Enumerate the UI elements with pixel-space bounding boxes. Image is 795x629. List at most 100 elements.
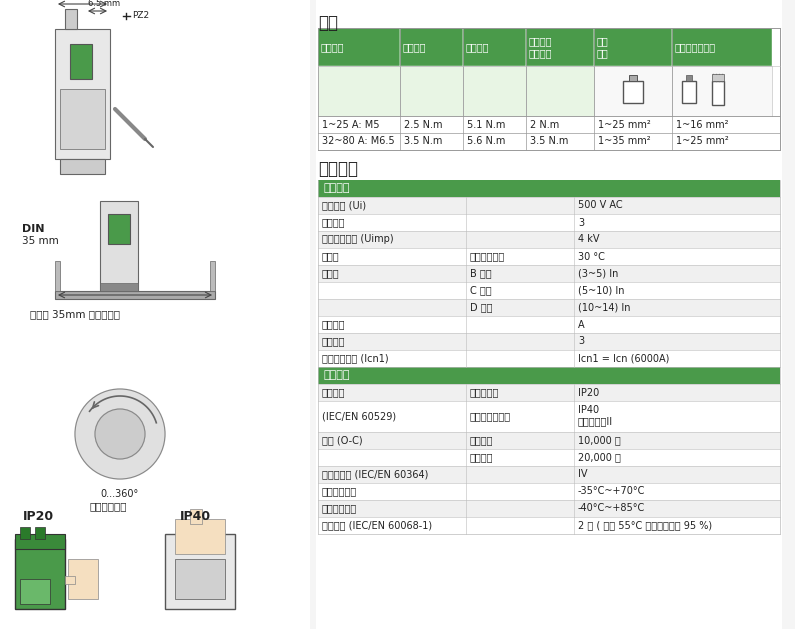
- Bar: [318, 248, 780, 265]
- Text: 寿命 (O-C): 寿命 (O-C): [322, 435, 363, 445]
- Bar: [60, 89, 105, 149]
- Text: 1~25 mm²: 1~25 mm²: [676, 136, 729, 147]
- Bar: [318, 465, 780, 482]
- Text: 电气寿命: 电气寿命: [470, 435, 494, 445]
- Text: 4 kV: 4 kV: [578, 235, 599, 245]
- Bar: [15, 539, 65, 609]
- Bar: [526, 66, 594, 116]
- Text: 安装方向灵活: 安装方向灵活: [90, 501, 127, 511]
- Bar: [594, 66, 672, 116]
- Text: 国家标准: 国家标准: [529, 36, 553, 46]
- Text: 磁脱厣: 磁脱厣: [322, 269, 339, 279]
- Text: 使用环境温度: 使用环境温度: [322, 486, 357, 496]
- Bar: [318, 401, 780, 431]
- Bar: [318, 384, 780, 401]
- Text: IP20: IP20: [22, 509, 53, 523]
- Text: 35 mm: 35 mm: [22, 236, 59, 246]
- Bar: [318, 265, 780, 282]
- Text: 2.5 N.m: 2.5 N.m: [404, 120, 443, 130]
- Text: 20,000 次: 20,000 次: [578, 452, 621, 462]
- Bar: [68, 559, 98, 599]
- Text: 使用类别: 使用类别: [322, 320, 346, 330]
- Bar: [20, 527, 30, 539]
- Bar: [55, 291, 215, 299]
- Bar: [463, 133, 526, 150]
- Text: 5.6 N.m: 5.6 N.m: [467, 136, 506, 147]
- Bar: [712, 74, 724, 81]
- Text: PZ2: PZ2: [132, 11, 149, 21]
- Bar: [400, 116, 463, 133]
- Text: 3: 3: [578, 337, 584, 347]
- Text: 抗湿热性 (IEC/EN 60068-1): 抗湿热性 (IEC/EN 60068-1): [322, 520, 432, 530]
- Text: 主要特性: 主要特性: [323, 184, 350, 194]
- Text: 32~80 A: M6.5: 32~80 A: M6.5: [322, 136, 394, 147]
- Bar: [400, 28, 463, 66]
- Text: IP40: IP40: [180, 509, 211, 523]
- Bar: [318, 316, 780, 333]
- Text: 3.5 N.m: 3.5 N.m: [404, 136, 442, 147]
- Text: 铜线: 铜线: [597, 36, 609, 46]
- Text: 其它参数: 其它参数: [323, 370, 350, 381]
- Text: IV: IV: [578, 469, 588, 479]
- Text: 500 V AC: 500 V AC: [578, 201, 622, 211]
- Bar: [35, 527, 45, 539]
- Text: 热脱厣: 热脱厣: [322, 252, 339, 262]
- Text: 接线: 接线: [318, 14, 338, 32]
- Text: 储存环境温度: 储存环境温度: [322, 503, 357, 513]
- Bar: [318, 282, 780, 299]
- Text: 螺丝尺寸: 螺丝尺寸: [321, 42, 344, 52]
- Bar: [100, 201, 138, 291]
- Text: (10~14) In: (10~14) In: [578, 303, 630, 313]
- Text: C 曲线: C 曲线: [470, 286, 491, 296]
- Text: 1~25 A: M5: 1~25 A: M5: [322, 120, 379, 130]
- Bar: [318, 116, 400, 133]
- Text: 额定扆矩: 额定扆矩: [403, 42, 426, 52]
- Bar: [318, 180, 780, 197]
- Text: 额定扆矩: 额定扆矩: [529, 48, 553, 58]
- Text: DIN: DIN: [22, 224, 45, 234]
- Bar: [20, 579, 50, 604]
- Bar: [526, 116, 594, 133]
- Text: 单极分断能力 (Icn1): 单极分断能力 (Icn1): [322, 353, 389, 364]
- Text: 防护等级: 防护等级: [322, 387, 346, 398]
- Bar: [463, 66, 526, 116]
- Text: 硬线: 硬线: [597, 48, 609, 58]
- Bar: [594, 116, 672, 133]
- Text: -35°C~+70°C: -35°C~+70°C: [578, 486, 646, 496]
- Text: 1~25 mm²: 1~25 mm²: [598, 120, 651, 130]
- Text: -40°C~+85°C: -40°C~+85°C: [578, 503, 646, 513]
- Text: 安装在配电笱内: 安装在配电笱内: [470, 411, 511, 421]
- Text: Icn1 = Icn (6000A): Icn1 = Icn (6000A): [578, 353, 669, 364]
- Bar: [318, 516, 780, 533]
- Bar: [65, 9, 77, 29]
- Bar: [594, 133, 672, 150]
- Text: 14 mm: 14 mm: [65, 0, 97, 1]
- Bar: [210, 261, 215, 291]
- Bar: [623, 81, 643, 103]
- Bar: [682, 81, 696, 103]
- Bar: [318, 482, 780, 499]
- Text: 2 类 ( 温度 55°C 时，相对湿度 95 %): 2 类 ( 温度 55°C 时，相对湿度 95 %): [578, 520, 712, 530]
- Bar: [672, 28, 772, 66]
- Bar: [316, 0, 782, 629]
- Bar: [175, 559, 225, 599]
- Text: D 曲线: D 曲线: [470, 303, 492, 313]
- Bar: [318, 448, 780, 465]
- Text: 过电压类别 (IEC/EN 60364): 过电压类别 (IEC/EN 60364): [322, 469, 429, 479]
- Bar: [318, 28, 400, 66]
- Text: 5.1 N.m: 5.1 N.m: [467, 120, 506, 130]
- Text: 2 N.m: 2 N.m: [530, 120, 559, 130]
- Bar: [594, 28, 672, 66]
- Bar: [318, 431, 780, 448]
- Bar: [318, 350, 780, 367]
- Text: (3~5) In: (3~5) In: [578, 269, 619, 279]
- Bar: [318, 499, 780, 516]
- Text: 机械寿命: 机械寿命: [470, 452, 494, 462]
- Text: 极限扆矩: 极限扆矩: [466, 42, 490, 52]
- Bar: [318, 214, 780, 231]
- Bar: [108, 214, 130, 244]
- Text: 3: 3: [578, 218, 584, 228]
- Bar: [318, 197, 780, 214]
- Circle shape: [75, 389, 165, 479]
- Bar: [15, 534, 65, 549]
